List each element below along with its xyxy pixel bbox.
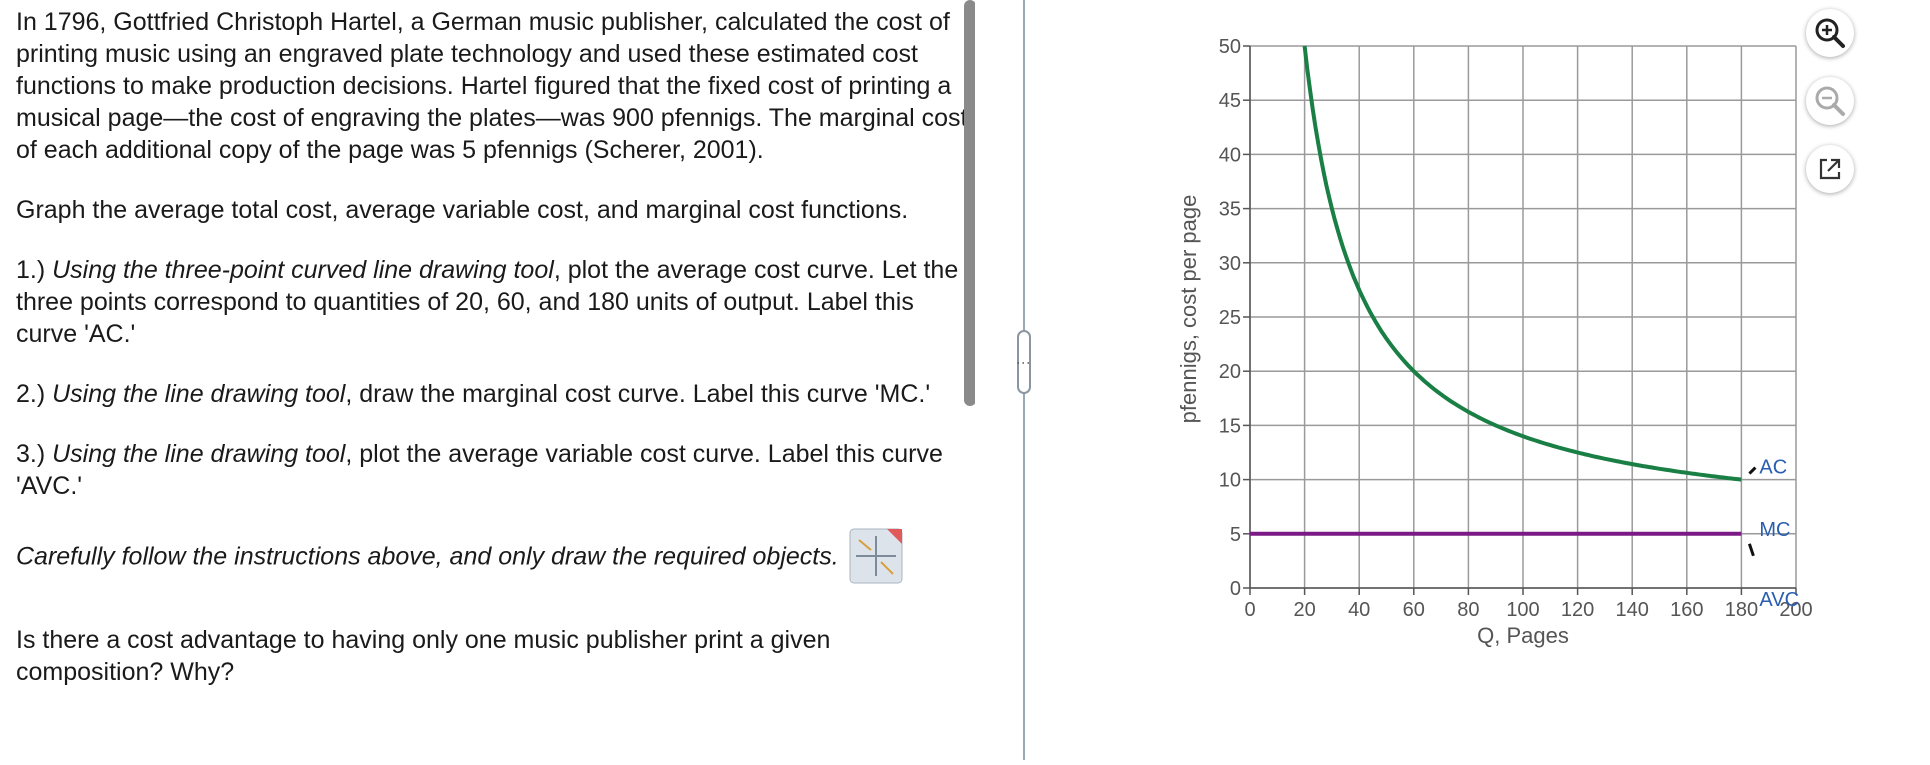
avc-label: AVC bbox=[1759, 589, 1799, 611]
ac-label: AC bbox=[1759, 457, 1787, 479]
scrollbar[interactable] bbox=[964, 0, 975, 406]
pane-resize-handle[interactable]: ⋮ bbox=[1016, 330, 1032, 394]
step-2-number: 2.) bbox=[16, 380, 53, 408]
graph-panel[interactable]: 0 20 40 60 80 100 120 140 160 180 200 0 5 10 15 20 25 30 3… bbox=[1150, 0, 1850, 760]
x-tick-label: 60 bbox=[1403, 599, 1425, 621]
x-tick-label: 160 bbox=[1670, 599, 1703, 621]
graph-tools-icon[interactable] bbox=[849, 528, 903, 584]
x-tick-label: 120 bbox=[1561, 599, 1594, 621]
step-1-tool: Using the three-point curved line drawin… bbox=[52, 256, 554, 284]
intro-paragraph: In 1796, Gottfried Christoph Hartel, a G… bbox=[16, 8, 968, 164]
step-1: 1.) Using the three-point curved line dr… bbox=[16, 254, 971, 350]
y-tick-label: 40 bbox=[1219, 144, 1241, 166]
step-3-number: 3.) bbox=[16, 440, 53, 468]
zoom-in-button[interactable] bbox=[1806, 9, 1854, 57]
y-tick-label: 5 bbox=[1230, 524, 1241, 546]
y-tick-label: 30 bbox=[1219, 253, 1241, 275]
step-1-text: , plot the average cost curve. Let the t… bbox=[16, 256, 959, 348]
y-tick-label: 50 bbox=[1219, 36, 1241, 58]
y-tick-label: 0 bbox=[1230, 578, 1241, 600]
y-tick-label: 35 bbox=[1219, 199, 1241, 221]
question-pane: In 1796, Gottfried Christoph Hartel, a G… bbox=[16, 0, 975, 688]
x-tick-label: 20 bbox=[1293, 599, 1315, 621]
x-tick-label: 200 bbox=[1779, 599, 1812, 621]
ac-label-pointer bbox=[1748, 466, 1757, 475]
step-2-tool: Using the line drawing tool bbox=[52, 380, 346, 408]
x-tick-label: 40 bbox=[1348, 599, 1370, 621]
zoom-in-icon bbox=[1815, 18, 1845, 48]
step-1-number: 1.) bbox=[16, 256, 53, 284]
step-3: 3.) Using the line drawing tool, plot th… bbox=[16, 438, 971, 502]
cost-chart[interactable]: 0 20 40 60 80 100 120 140 160 180 200 0 5 10 15 20 25 30 3… bbox=[1150, 0, 1850, 760]
step-3-tool: Using the line drawing tool bbox=[52, 440, 346, 468]
instruction-text: Carefully follow the instructions above,… bbox=[16, 542, 839, 571]
instruction-line: Carefully follow the instructions above,… bbox=[16, 528, 971, 586]
step-2-text: , draw the marginal cost curve. Label th… bbox=[345, 380, 931, 408]
external-link-icon bbox=[1819, 158, 1841, 180]
y-tick-label: 25 bbox=[1219, 307, 1241, 329]
ac-curve bbox=[1302, 45, 1742, 482]
popout-button[interactable] bbox=[1806, 145, 1854, 193]
x-tick-label: 100 bbox=[1506, 599, 1539, 621]
y-tick-label: 10 bbox=[1219, 470, 1241, 492]
question-text: In 1796, Gottfried Christoph Hartel, a G… bbox=[16, 6, 971, 688]
x-tick-label: 140 bbox=[1616, 599, 1649, 621]
task-paragraph: Graph the average total cost, average va… bbox=[16, 196, 909, 224]
x-axis-label: Q, Pages bbox=[1477, 623, 1569, 648]
x-tick-label: 0 bbox=[1244, 599, 1255, 621]
mc-label-pointer bbox=[1747, 543, 1755, 557]
y-tick-label: 20 bbox=[1219, 361, 1241, 383]
y-axis-label: pfennigs, cost per page bbox=[1176, 195, 1201, 424]
mc-label: MC bbox=[1759, 519, 1790, 541]
x-tick-label: 180 bbox=[1725, 599, 1758, 621]
zoom-out-button[interactable] bbox=[1806, 77, 1854, 125]
followup-question: Is there a cost advantage to having only… bbox=[16, 626, 831, 686]
y-tick-label: 45 bbox=[1219, 90, 1241, 112]
y-tick-label: 15 bbox=[1219, 415, 1241, 437]
x-tick-label: 80 bbox=[1457, 599, 1479, 621]
step-2: 2.) Using the line drawing tool, draw th… bbox=[16, 378, 971, 410]
step-3-text: , plot the average variable cost curve. … bbox=[16, 440, 943, 500]
zoom-out-icon bbox=[1815, 86, 1845, 116]
